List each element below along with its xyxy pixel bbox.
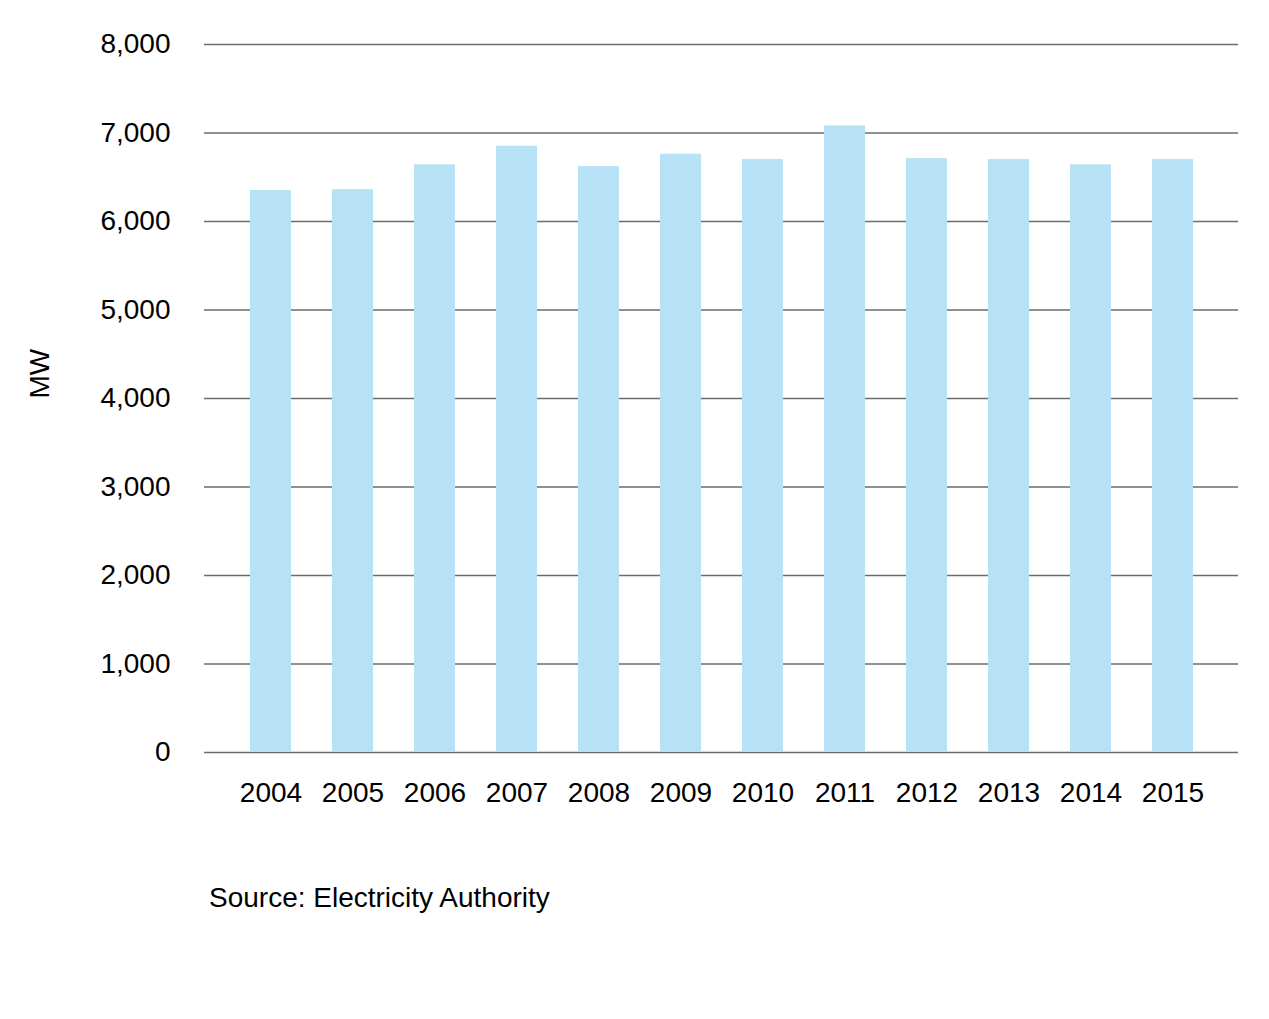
svg-text:2,000: 2,000 <box>100 559 170 590</box>
svg-text:2005: 2005 <box>322 777 384 808</box>
svg-text:2015: 2015 <box>1142 777 1204 808</box>
svg-text:3,000: 3,000 <box>100 471 170 502</box>
svg-text:2004: 2004 <box>240 777 302 808</box>
svg-text:2014: 2014 <box>1060 777 1122 808</box>
svg-text:6,000: 6,000 <box>100 205 170 236</box>
svg-text:2006: 2006 <box>404 777 466 808</box>
svg-text:4,000: 4,000 <box>100 382 170 413</box>
svg-text:5,000: 5,000 <box>100 294 170 325</box>
svg-text:1,000: 1,000 <box>100 648 170 679</box>
svg-text:8,000: 8,000 <box>100 28 170 59</box>
svg-text:2009: 2009 <box>650 777 712 808</box>
html-text:Source: Electricity Authority: Source: Electricity Authority <box>209 882 550 913</box>
svg-text:2013: 2013 <box>978 777 1040 808</box>
svg-text:7,000: 7,000 <box>100 117 170 148</box>
svg-text:MW: MW <box>24 348 55 398</box>
svg-text:2011: 2011 <box>815 777 875 808</box>
svg-text:2010: 2010 <box>732 777 794 808</box>
svg-text:2007: 2007 <box>486 777 548 808</box>
svg-text:2008: 2008 <box>568 777 630 808</box>
svg-text:2012: 2012 <box>896 777 958 808</box>
svg-text:0: 0 <box>155 736 171 767</box>
